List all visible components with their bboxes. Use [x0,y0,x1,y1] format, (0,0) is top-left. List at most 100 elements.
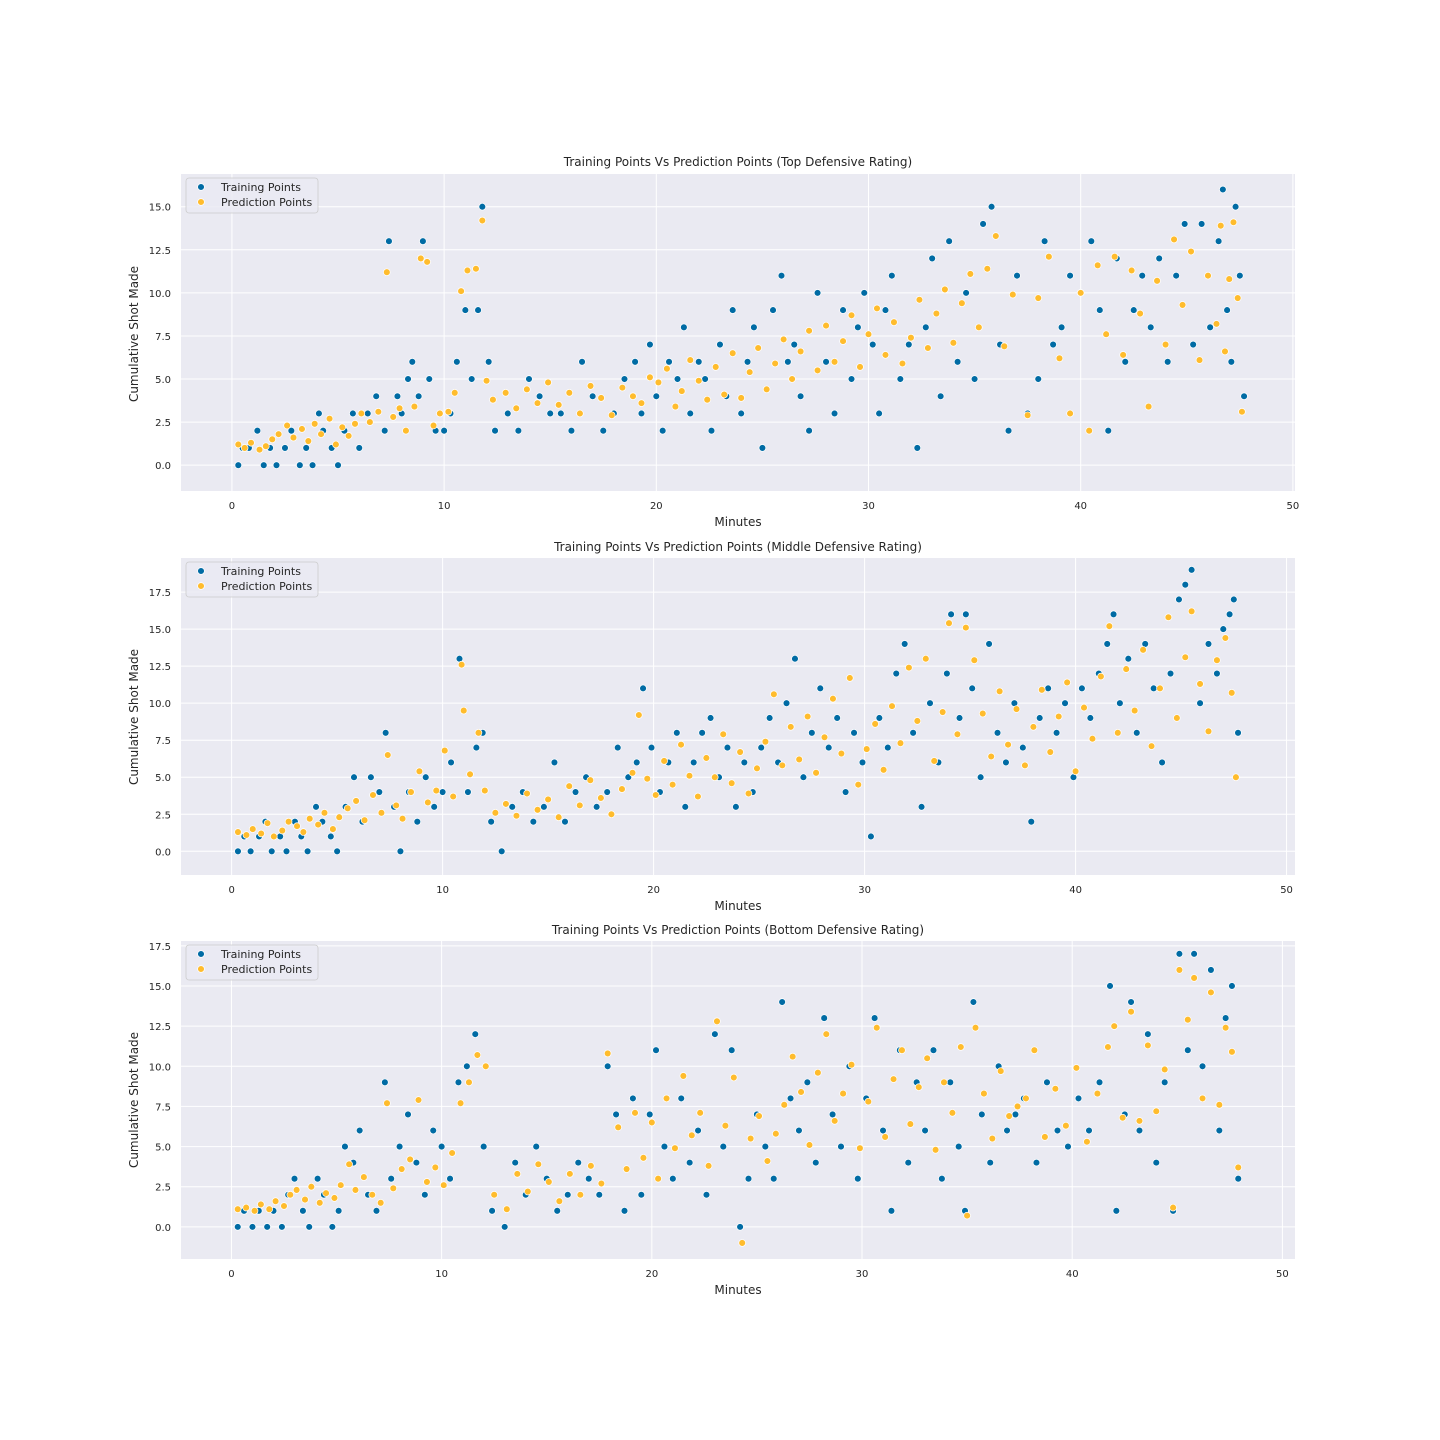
data-point [535,392,544,400]
data-point [1146,323,1155,332]
data-point [1086,714,1095,722]
series-prediction-points [234,607,1240,841]
data-point [491,809,500,817]
data-point [896,375,905,383]
data-point [392,801,400,810]
data-point [453,358,461,366]
data-point [996,1067,1005,1075]
data-point [762,385,771,394]
data-point [1009,290,1017,299]
data-point [856,1144,864,1152]
x-tick-label: 40 [1069,885,1082,896]
data-point [374,408,383,416]
data-point [415,767,424,776]
data-point [930,757,938,765]
data-point [830,1117,839,1125]
data-point [360,816,369,824]
data-point [1054,712,1063,721]
data-point [761,737,770,746]
data-point [372,392,380,400]
data-point [478,202,487,211]
data-point [357,409,366,418]
data-point [360,1173,368,1181]
data-point [1055,354,1064,363]
data-point [395,1142,404,1151]
chart-title: Training Points Vs Prediction Points (To… [563,155,912,169]
data-point [1064,1142,1072,1151]
data-point [704,1162,713,1170]
data-point [1198,1062,1207,1071]
legend-box [185,944,319,981]
data-point [888,271,896,280]
data-point [1204,640,1213,648]
data-point [904,1158,913,1167]
data-point [743,358,752,366]
data-point [970,656,979,664]
data-point [1161,340,1170,349]
data-point [812,1158,820,1167]
data-point [694,358,703,366]
axes-background [181,941,1295,1259]
data-point [686,356,695,364]
data-point [508,803,516,811]
data-point [1155,254,1163,263]
data-point [1215,1101,1224,1109]
y-tick-label: 0.0 [155,847,171,858]
data-point [720,390,728,399]
data-point [1000,342,1009,351]
data-point [287,426,296,435]
data-point [393,392,402,400]
data-point [1124,654,1133,663]
data-point [1180,220,1189,228]
data-point [489,395,497,404]
data-point [969,998,978,1006]
data-point [533,399,542,407]
data-point [986,1158,994,1167]
data-point [745,368,754,376]
data-point [355,444,363,452]
data-point [1029,723,1038,731]
data-point [320,809,329,817]
data-point [995,687,1004,696]
data-point [915,296,924,304]
data-point [872,1023,881,1032]
x-tick-label: 50 [1276,1269,1289,1280]
data-point [805,327,813,335]
data-point [913,717,922,725]
data-point [618,785,626,793]
data-point [839,337,847,345]
data-point [1172,271,1180,280]
data-point [383,268,391,276]
data-point [1116,699,1124,707]
data-point [481,786,489,795]
data-point [813,289,822,297]
data-point [928,254,936,263]
data-point [438,788,447,796]
x-tick-label: 50 [1280,885,1293,896]
data-point [941,285,949,294]
data-point [447,758,455,767]
data-point [791,654,799,663]
legend-marker [197,950,205,958]
data-point [632,758,641,767]
data-point [327,832,335,841]
data-point [502,800,510,808]
data-point [607,810,616,819]
data-point [248,1223,257,1231]
y-tick-label: 17.5 [149,942,171,953]
data-point [1139,646,1147,654]
data-point [694,376,703,385]
data-point [1228,1048,1236,1056]
data-point [896,739,905,747]
data-point [688,1131,696,1140]
data-point [1227,358,1236,366]
data-point [929,1046,938,1054]
data-point [431,1163,440,1172]
data-point [1002,758,1010,767]
data-point [824,743,833,752]
data-point [286,1191,295,1199]
data-point [1085,426,1093,435]
data-point [328,1223,337,1231]
data-point [881,1133,889,1141]
data-point [975,323,983,332]
